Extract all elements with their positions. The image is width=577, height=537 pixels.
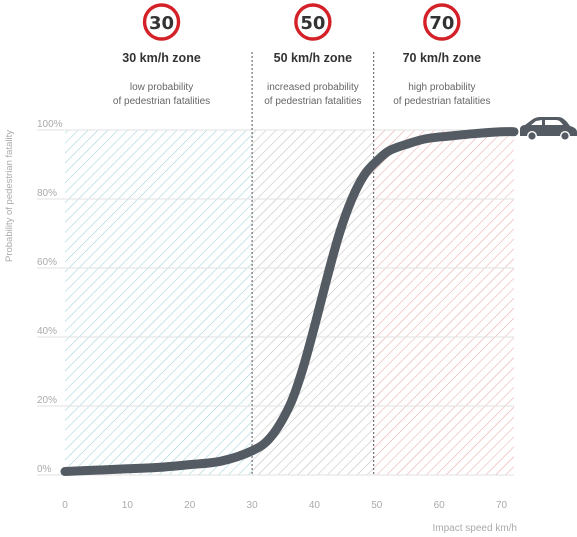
zone-title: 50 km/h zone bbox=[274, 51, 353, 65]
zone-description: of pedestrian fatalities bbox=[113, 96, 210, 107]
zone-headers: 30 30 km/h zone low probability of pedestri… bbox=[113, 3, 490, 107]
speed-limit-value: 70 bbox=[429, 13, 454, 34]
zone-description: high probability bbox=[408, 82, 475, 93]
x-tick-label: 40 bbox=[309, 500, 321, 511]
speed-limit-sign-icon bbox=[142, 3, 181, 41]
x-tick-label: 70 bbox=[496, 500, 508, 511]
speed-limit-sign-icon bbox=[294, 3, 332, 41]
speed-limit-value: 50 bbox=[300, 13, 325, 34]
zone-header-50: 50 50 km/h zone increased probability of pe… bbox=[264, 3, 362, 107]
zone-description: of pedestrian fatalities bbox=[264, 96, 361, 107]
x-tick-label: 20 bbox=[184, 500, 196, 511]
zone-description: increased probability bbox=[267, 82, 359, 93]
x-tick-label: 30 bbox=[247, 500, 259, 511]
zone-header-70: 70 70 km/h zone high probability of pedestr… bbox=[393, 3, 490, 107]
x-tick-label: 60 bbox=[434, 500, 446, 511]
car-icon bbox=[520, 117, 577, 141]
y-tick-label: 0% bbox=[37, 464, 52, 475]
axis-ticks: 0% 20% 40% 60% 80% 100% 0 10 20 30 40 50 60 70 bbox=[37, 119, 508, 511]
zone-background-30 bbox=[65, 130, 253, 475]
y-tick-label: 100% bbox=[37, 119, 63, 130]
zone-dividers bbox=[251, 52, 375, 475]
gridlines bbox=[37, 129, 514, 476]
y-axis-title: Probability of pedestrian fatality bbox=[4, 130, 15, 262]
zone-title: 30 km/h zone bbox=[122, 51, 201, 65]
zone-description: low probability bbox=[130, 82, 193, 93]
x-tick-label: 0 bbox=[62, 500, 68, 511]
zone-description: of pedestrian fatalities bbox=[393, 96, 490, 107]
y-tick-label: 80% bbox=[37, 188, 57, 199]
speed-limit-value: 30 bbox=[149, 13, 174, 34]
zone-backgrounds bbox=[65, 130, 514, 475]
zone-title: 70 km/h zone bbox=[403, 51, 482, 65]
x-axis-title: Impact speed km/h bbox=[433, 523, 517, 534]
y-tick-label: 60% bbox=[37, 257, 57, 268]
speed-limit-sign-icon bbox=[423, 3, 461, 41]
zone-background-70 bbox=[373, 130, 514, 475]
fatality-curve bbox=[60, 127, 519, 477]
y-tick-label: 40% bbox=[37, 326, 57, 337]
zone-header-30: 30 30 km/h zone low probability of pedestri… bbox=[113, 3, 210, 107]
x-tick-label: 50 bbox=[371, 500, 383, 511]
x-tick-label: 10 bbox=[122, 500, 134, 511]
y-tick-label: 20% bbox=[37, 395, 57, 406]
